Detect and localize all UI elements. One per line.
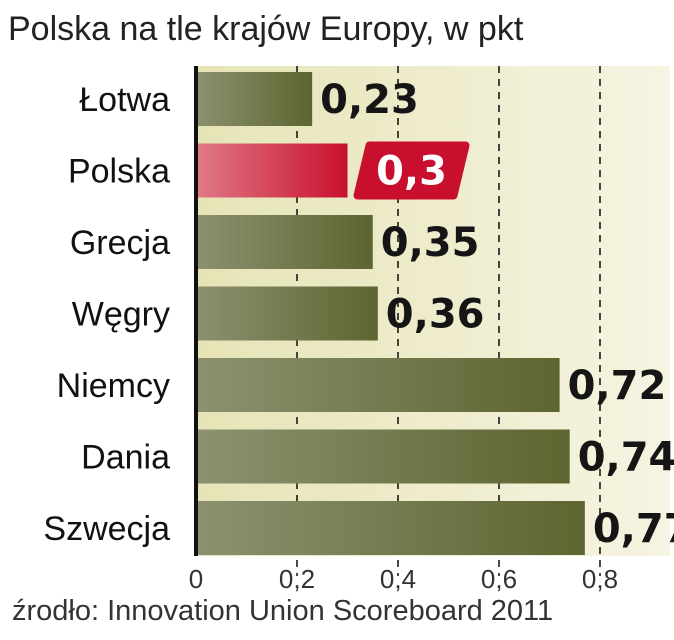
bar	[196, 72, 313, 126]
bar	[196, 501, 585, 555]
value-label: 0,36	[386, 292, 485, 338]
x-tick-label: 0,4	[380, 564, 416, 594]
category-labels: Łotwa Polska Grecja Węgry Niemcy Dania Szwecja	[43, 81, 170, 548]
bar-highlight	[196, 143, 348, 198]
x-tick-label: 0,2	[279, 564, 315, 594]
value-label: 0,23	[320, 77, 419, 123]
category-label: Niemcy	[57, 367, 170, 405]
value-label: 0,74	[578, 435, 674, 481]
bar	[196, 358, 560, 412]
category-label: Szwecja	[43, 510, 170, 548]
category-label: Polska	[68, 153, 170, 191]
value-badge	[353, 141, 470, 200]
bar	[196, 429, 570, 484]
value-label: 0,72	[568, 363, 667, 409]
value-label: 0,77	[593, 506, 674, 552]
bar	[196, 215, 373, 269]
bars	[196, 72, 585, 555]
bar	[196, 286, 378, 341]
x-tick-label: 0,6	[481, 564, 517, 594]
category-label: Dania	[81, 439, 170, 477]
category-label: Węgry	[72, 296, 170, 334]
value-label: 0,3	[376, 149, 447, 195]
category-label: Łotwa	[79, 81, 170, 119]
x-tick-label: 0	[189, 564, 203, 594]
x-tick-label: 0,8	[582, 564, 618, 594]
value-label: 0,35	[381, 220, 480, 266]
category-label: Grecja	[70, 224, 170, 262]
x-tick-labels: 0 0,2 0,4 0,6 0,8	[189, 564, 618, 594]
source-note: źrodło: Innovation Union Scoreboard 2011	[12, 595, 553, 627]
chart-title: Polska na tle krajów Europy, w pkt	[8, 10, 524, 48]
value-labels: 0,23 0,3 0,35 0,36 0,72 0,74 0,77	[320, 77, 674, 552]
